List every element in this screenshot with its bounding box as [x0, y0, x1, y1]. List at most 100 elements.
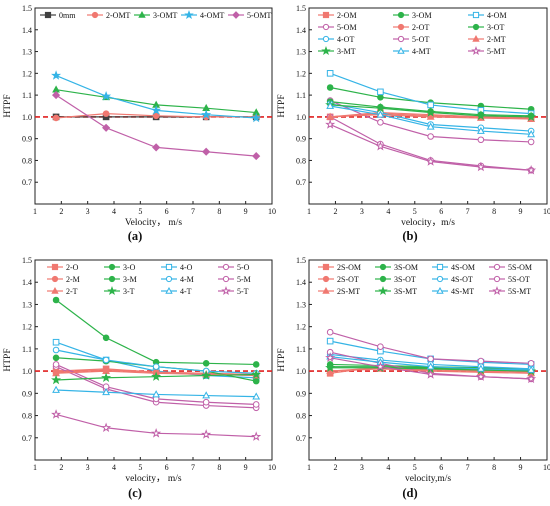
- legend-marker: [222, 275, 230, 283]
- x-tick-label: 3: [86, 463, 90, 472]
- y-tick-label: 1.1: [22, 345, 32, 354]
- legend-label: 2-M: [66, 275, 80, 284]
- data-point: [326, 84, 334, 91]
- y-axis-label: HTPF: [277, 348, 287, 371]
- legend-label: 4-OM: [487, 11, 507, 20]
- legend-label: 0mm: [59, 11, 76, 20]
- data-point: [102, 123, 111, 132]
- data-point: [477, 357, 485, 365]
- legend-label: 5S-OM: [508, 263, 532, 272]
- legend-marker: [108, 263, 116, 271]
- data-point: [427, 133, 434, 140]
- y-tick-label: 0.9: [296, 135, 306, 144]
- x-tick-label: 7: [191, 463, 195, 472]
- legend-label: 5-O: [237, 263, 250, 272]
- legend-label: 2S-MT: [337, 287, 360, 296]
- x-tick-label: 3: [360, 207, 364, 216]
- x-tick-label: 9: [244, 463, 248, 472]
- series-5-MT: [325, 119, 537, 175]
- y-tick-label: 0.8: [296, 412, 306, 421]
- y-tick-label: 1.3: [296, 300, 306, 309]
- y-tick-label: 1.0: [22, 113, 32, 122]
- y-tick-label: 0.7: [296, 434, 306, 443]
- legend-label: 4-T: [180, 287, 192, 296]
- legend-label: 2-OT: [412, 23, 429, 32]
- y-tick-label: 1.1: [296, 91, 306, 100]
- legend-label: 2-MT: [487, 35, 506, 44]
- legend-label: 3S-OT: [394, 275, 416, 284]
- legend-marker: [322, 23, 330, 31]
- x-tick-label: 10: [268, 463, 276, 472]
- data-point: [201, 109, 212, 119]
- data-point: [426, 112, 435, 120]
- legend-label: 5-OMT: [247, 11, 272, 20]
- x-tick-label: 5: [413, 207, 417, 216]
- legend-label: 2-O: [66, 263, 79, 272]
- data-point: [425, 369, 436, 379]
- y-tick-label: 0.7: [22, 178, 32, 187]
- legend-marker: [184, 10, 194, 20]
- legend-marker: [379, 275, 387, 283]
- legend-marker: [51, 263, 59, 271]
- x-tick-label: 6: [165, 207, 169, 216]
- data-point: [251, 369, 262, 379]
- data-point: [201, 429, 212, 439]
- data-point: [526, 164, 537, 175]
- legend-marker: [472, 11, 480, 19]
- legend-label: 3-M: [123, 275, 137, 284]
- legend-marker: [321, 46, 331, 56]
- legend-label: 5-OM: [337, 23, 357, 32]
- legend-label: 4-O: [180, 263, 193, 272]
- data-point: [252, 361, 260, 368]
- y-tick-label: 1.3: [22, 48, 32, 57]
- x-tick-label: 7: [466, 463, 470, 472]
- data-point: [326, 337, 334, 345]
- y-tick-label: 1.1: [22, 91, 32, 100]
- y-tick-label: 1.4: [296, 278, 306, 287]
- y-tick-label: 1.2: [22, 323, 32, 332]
- panel-c: (c) 1 2 3 4 5 6 7 8 9 10 0.7 0.8 0.9 1.0 1.1 1.2 1.3 1.4 1…: [3, 256, 276, 500]
- legend-marker: [165, 263, 173, 271]
- series-line: [55, 299, 257, 366]
- x-tick-label: 2: [59, 207, 63, 216]
- legend-marker: [397, 46, 405, 54]
- x-tick-label: 1: [307, 207, 311, 216]
- legend-marker: [379, 263, 387, 271]
- legend-label: 4-MT: [412, 47, 431, 56]
- panel-label-a: (a): [128, 229, 143, 243]
- legend-marker: [44, 11, 52, 19]
- legend-label: 5-MT: [487, 47, 506, 56]
- series-3-MT: [325, 99, 537, 122]
- x-tick-label: 3: [360, 463, 364, 472]
- legend-marker: [165, 275, 173, 283]
- y-axis-label: HTPF: [3, 94, 13, 117]
- legend-marker: [51, 286, 59, 294]
- legend-marker: [51, 275, 59, 283]
- legend-label: 2S-OT: [337, 275, 359, 284]
- legend-marker: [91, 11, 99, 19]
- data-point: [151, 428, 162, 438]
- data-point: [376, 110, 385, 118]
- y-tick-label: 1.3: [22, 300, 32, 309]
- x-tick-label: 7: [191, 207, 195, 216]
- legend-label: 3-OMT: [153, 11, 178, 20]
- legend-marker: [322, 286, 330, 294]
- data-point: [52, 361, 60, 368]
- legend-label: 4S-OM: [451, 263, 475, 272]
- x-tick-label: 10: [543, 207, 550, 216]
- y-tick-label: 1.2: [22, 69, 32, 78]
- x-tick-label: 2: [333, 207, 337, 216]
- x-tick-label: 9: [519, 463, 523, 472]
- legend-marker: [436, 275, 444, 283]
- legend-label: 2-T: [66, 287, 78, 296]
- data-point: [101, 372, 112, 383]
- legend-marker: [222, 263, 230, 271]
- series-4-T: [52, 385, 261, 400]
- data-point: [427, 355, 434, 363]
- legend-label: 5-T: [237, 287, 249, 296]
- y-tick-label: 0.7: [22, 434, 32, 443]
- x-tick-label: 4: [112, 207, 116, 216]
- panel-b: (b) 1 2 3 4 5 6 7 8 9 10 0.7 0.8 0.9 1.0 1.1 1.2 1.3 1.4 1…: [277, 4, 550, 243]
- data-point: [52, 385, 60, 393]
- data-point: [426, 122, 435, 130]
